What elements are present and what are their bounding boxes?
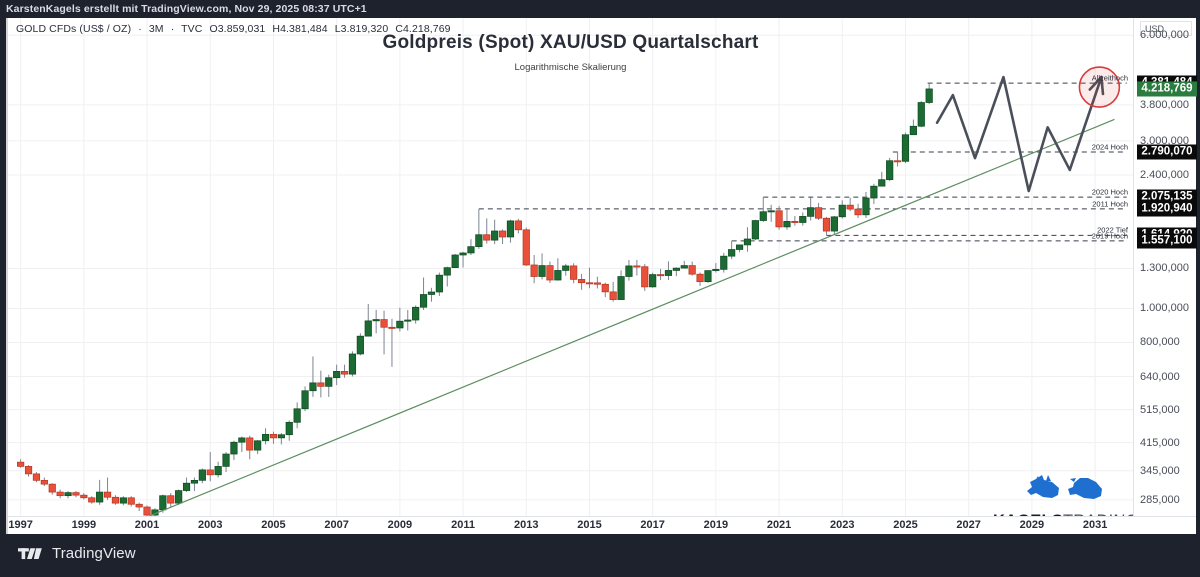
time-tick: 2009 xyxy=(387,519,413,531)
price-tick: 1.000,000 xyxy=(1140,302,1189,315)
price-tick: 1.300,000 xyxy=(1140,262,1189,275)
price-tick: 415,000 xyxy=(1140,436,1180,449)
time-tick: 2001 xyxy=(134,519,160,531)
attribution-bar: KarstenKagels erstellt mit TradingView.c… xyxy=(0,0,1200,18)
time-tick: 2019 xyxy=(703,519,729,531)
tradingview-mark-icon xyxy=(18,547,42,559)
chart-panel: GOLD CFDs (US$ / OZ) · 3M · TVC O3.859,0… xyxy=(6,18,1197,534)
time-tick: 2015 xyxy=(577,519,602,531)
price-tick: 3.800,000 xyxy=(1140,98,1189,111)
time-tick: 2023 xyxy=(830,519,855,531)
price-tag: 1.920,940 xyxy=(1137,201,1197,217)
price-tag: 1.557,100 xyxy=(1137,233,1197,249)
price-tag: 4.218,769 xyxy=(1137,81,1197,97)
legend-symbol: GOLD CFDs (US$ / OZ) xyxy=(16,23,132,35)
plot-svg xyxy=(8,18,1133,516)
level-annotation: Allzeithoch xyxy=(1091,73,1128,83)
tradingview-logo[interactable]: TradingView xyxy=(18,545,136,562)
legend-close: C4.218,769 xyxy=(395,23,451,35)
plot-area[interactable]: GOLD CFDs (US$ / OZ) · 3M · TVC O3.859,0… xyxy=(8,18,1133,516)
time-tick: 2005 xyxy=(261,519,286,531)
price-tick: 285,000 xyxy=(1140,493,1180,506)
bull-bear-logo-icon xyxy=(1027,475,1102,499)
level-annotation: 2019 Hoch xyxy=(1091,231,1128,241)
time-tick: 2013 xyxy=(514,519,539,531)
tradingview-wordmark: TradingView xyxy=(52,545,136,562)
time-tick: 2003 xyxy=(197,519,223,531)
legend-interval: 3M xyxy=(148,23,164,35)
symbol-legend[interactable]: GOLD CFDs (US$ / OZ) · 3M · TVC O3.859,0… xyxy=(16,23,455,35)
currency-label: USD xyxy=(1140,21,1192,36)
price-tick: 640,000 xyxy=(1140,370,1180,383)
legend-sep-2: · xyxy=(170,23,175,35)
watermark-bold: KAGELS xyxy=(993,512,1063,516)
level-annotation: 2011 Hoch xyxy=(1092,199,1128,209)
time-tick: 2031 xyxy=(1082,519,1108,531)
price-tag: 2.075,135 xyxy=(1137,189,1197,205)
time-tick: 2029 xyxy=(1019,519,1045,531)
price-tick: 6.000,000 xyxy=(1140,29,1189,42)
price-axis[interactable]: USD 6.000,000 3.800,000 3.000,000 2.400,000… xyxy=(1133,18,1197,516)
time-tick: 2027 xyxy=(956,519,981,531)
legend-exchange: TVC xyxy=(181,23,203,35)
time-tick: 2025 xyxy=(893,519,918,531)
price-tick: 515,000 xyxy=(1140,403,1180,416)
price-tick: 800,000 xyxy=(1140,336,1180,349)
watermark-text: KAGELSTRADING xyxy=(993,512,1133,516)
level-annotation: 2024 Hoch xyxy=(1091,142,1128,152)
time-tick: 2021 xyxy=(766,519,792,531)
legend-sep-1: · xyxy=(138,23,142,35)
price-tick: 2.400,000 xyxy=(1140,168,1189,181)
price-tick: 345,000 xyxy=(1140,464,1180,477)
time-tick: 1999 xyxy=(71,519,97,531)
chart-title: Goldpreis (Spot) XAU/USD Quartalschart xyxy=(382,32,759,53)
legend-open: O3.859,031 xyxy=(209,23,266,35)
time-tick: 2011 xyxy=(451,519,475,531)
time-tick: 2017 xyxy=(640,519,665,531)
level-annotation: 2022 Tief xyxy=(1097,225,1128,235)
legend-high: H4.381,484 xyxy=(272,23,328,35)
chart-subtitle: Logarithmische Skalierung xyxy=(514,62,627,73)
watermark-light: TRADING xyxy=(1063,512,1133,516)
price-tick: 3.000,000 xyxy=(1140,134,1189,147)
time-tick: 1997 xyxy=(8,519,33,531)
time-axis[interactable]: 1997 1999 2001 2003 2005 2007 2009 2011 2013 2015… xyxy=(8,516,1196,534)
bottom-bar: TradingView xyxy=(0,534,1200,577)
price-tag: 2.790,070 xyxy=(1137,144,1197,160)
time-tick: 2007 xyxy=(324,519,349,531)
level-annotation: 2020 Hoch xyxy=(1091,187,1128,197)
kagels-trading-watermark: KAGELSTRADING xyxy=(993,473,1133,516)
legend-low: L3.819,320 xyxy=(334,23,389,35)
